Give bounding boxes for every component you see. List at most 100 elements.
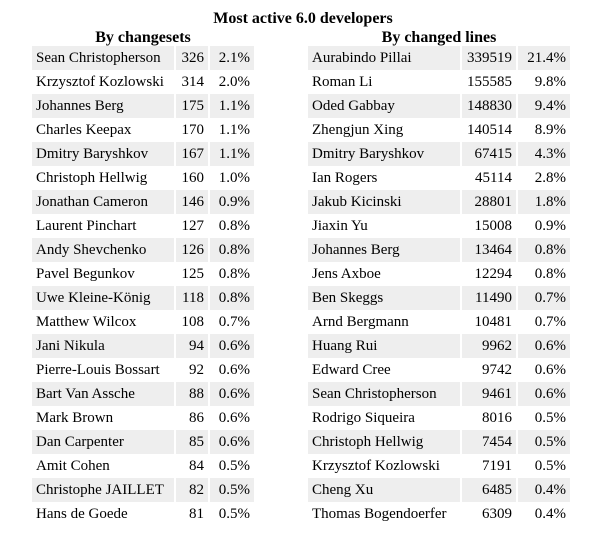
- developer-name: Jonathan Cameron: [32, 190, 174, 214]
- table-row: Christoph Hellwig 160 1.0%: [32, 166, 254, 190]
- table-row: Jonathan Cameron 146 0.9%: [32, 190, 254, 214]
- count-cell: 8016: [482, 410, 512, 426]
- cell-gap: [174, 334, 176, 358]
- developer-name: Sean Christopherson: [308, 382, 460, 406]
- table-row: Dmitry Baryshkov 167 1.1%: [32, 142, 254, 166]
- table-row: Thomas Bogendoerfer 6309 0.4%: [308, 502, 570, 526]
- developer-name: Aurabindo Pillai: [308, 46, 460, 70]
- developer-name: Uwe Kleine-König: [32, 286, 174, 310]
- table-row: Cheng Xu 6485 0.4%: [308, 478, 570, 502]
- developer-name: Johannes Berg: [32, 94, 174, 118]
- percent-cell: 0.8%: [210, 238, 254, 262]
- cell-gap: [516, 166, 518, 190]
- changesets-heading: By changesets: [95, 29, 191, 46]
- table-row: Roman Li 155585 9.8%: [308, 70, 570, 94]
- cell-gap: [516, 94, 518, 118]
- table-row: Christoph Hellwig 7454 0.5%: [308, 430, 570, 454]
- cell-gap: [460, 430, 462, 454]
- cell-gap: [460, 166, 462, 190]
- cell-gap: [174, 118, 176, 142]
- developer-name: Amit Cohen: [36, 458, 110, 474]
- table-row: Krzysztof Kozlowski 7191 0.5%: [308, 454, 570, 478]
- percent-cell: 0.6%: [210, 334, 254, 358]
- count-cell: 9742: [482, 362, 512, 378]
- cell-gap: [516, 214, 518, 238]
- count-cell: 82: [176, 478, 208, 502]
- table-row: Jani Nikula 94 0.6%: [32, 334, 254, 358]
- table-row: Pavel Begunkov 125 0.8%: [32, 262, 254, 286]
- cell-gap: [516, 454, 518, 478]
- count-cell: 167: [176, 142, 208, 166]
- count-cell: 86: [189, 410, 204, 426]
- percent-cell: 9.8%: [534, 74, 566, 90]
- percent-cell: 0.8%: [518, 238, 570, 262]
- cell-gap: [174, 430, 176, 454]
- table-row: Amit Cohen 84 0.5%: [32, 454, 254, 478]
- percent-cell: 0.6%: [218, 362, 250, 378]
- cell-gap: [516, 286, 518, 310]
- table-row: Jiaxin Yu 15008 0.9%: [308, 214, 570, 238]
- percent-cell: 21.4%: [518, 46, 570, 70]
- developer-name: Edward Cree: [312, 362, 391, 378]
- cell-gap: [208, 46, 210, 70]
- percent-cell: 0.5%: [534, 410, 566, 426]
- count-cell: 155585: [467, 74, 512, 90]
- percent-cell: 0.9%: [534, 218, 566, 234]
- count-cell: 160: [181, 170, 205, 186]
- cell-gap: [208, 502, 210, 526]
- count-cell: 6485: [462, 478, 516, 502]
- cell-gap: [516, 478, 518, 502]
- percent-cell: 0.8%: [218, 266, 250, 282]
- percent-cell: 0.6%: [218, 410, 250, 426]
- cell-gap: [208, 142, 210, 166]
- count-cell: 9461: [462, 382, 516, 406]
- cell-gap: [174, 478, 176, 502]
- changesets-section: By changesets Sean Christopherson 326 2.1%…: [32, 30, 254, 526]
- developer-name: Hans de Goede: [36, 506, 128, 522]
- cell-gap: [208, 190, 210, 214]
- developer-name: Krzysztof Kozlowski: [312, 458, 440, 474]
- count-cell: 9962: [462, 334, 516, 358]
- cell-gap: [208, 310, 210, 334]
- developer-name: Krzysztof Kozlowski: [36, 74, 164, 90]
- count-cell: 84: [189, 458, 204, 474]
- table-row: Rodrigo Siqueira 8016 0.5%: [308, 406, 570, 430]
- developer-name: Jens Axboe: [312, 266, 381, 282]
- percent-cell: 0.7%: [218, 314, 250, 330]
- count-cell: 11490: [462, 286, 516, 310]
- cell-gap: [516, 238, 518, 262]
- cell-gap: [174, 142, 176, 166]
- cell-gap: [460, 142, 462, 166]
- developer-name: Dmitry Baryshkov: [308, 142, 460, 166]
- cell-gap: [208, 406, 210, 430]
- count-cell: 127: [181, 218, 205, 234]
- developer-name: Matthew Wilcox: [36, 314, 137, 330]
- developer-name: Charles Keepax: [36, 122, 132, 138]
- count-cell: 146: [176, 190, 208, 214]
- percent-cell: 0.5%: [518, 430, 570, 454]
- percent-cell: 0.4%: [518, 478, 570, 502]
- percent-cell: 0.6%: [210, 382, 254, 406]
- count-cell: 126: [176, 238, 208, 262]
- table-row: Krzysztof Kozlowski 314 2.0%: [32, 70, 254, 94]
- cell-gap: [208, 430, 210, 454]
- percent-cell: 0.6%: [534, 362, 566, 378]
- cell-gap: [208, 382, 210, 406]
- count-cell: 28801: [462, 190, 516, 214]
- percent-cell: 1.8%: [518, 190, 570, 214]
- cell-gap: [460, 70, 462, 94]
- percent-cell: 0.5%: [218, 458, 250, 474]
- table-row: Oded Gabbay 148830 9.4%: [308, 94, 570, 118]
- developer-name: Zhengjun Xing: [312, 122, 404, 138]
- table-row: Jens Axboe 12294 0.8%: [308, 262, 570, 286]
- table-row: Zhengjun Xing 140514 8.9%: [308, 118, 570, 142]
- count-cell: 7191: [482, 458, 512, 474]
- table-row: Pierre-Louis Bossart 92 0.6%: [32, 358, 254, 382]
- count-cell: 170: [181, 122, 205, 138]
- cell-gap: [174, 238, 176, 262]
- table-row: Charles Keepax 170 1.1%: [32, 118, 254, 142]
- cell-gap: [516, 190, 518, 214]
- developer-name: Huang Rui: [308, 334, 460, 358]
- cell-gap: [460, 502, 462, 526]
- cell-gap: [174, 94, 176, 118]
